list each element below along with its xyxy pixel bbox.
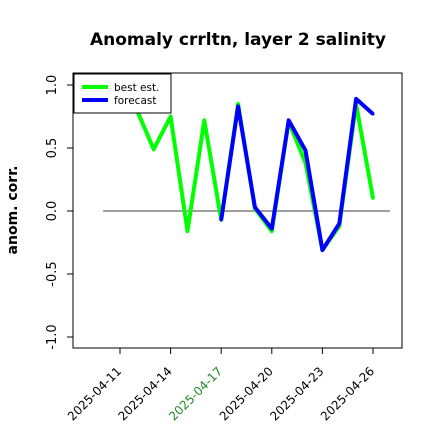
- legend: best est.forecast: [73, 73, 172, 114]
- x-tick-label: 2025-04-26: [318, 364, 377, 423]
- data-point: [236, 104, 240, 108]
- data-point: [253, 205, 257, 209]
- data-point: [202, 118, 206, 122]
- data-point: [185, 229, 189, 233]
- y-tick-label: -0.5: [45, 261, 60, 286]
- data-point: [287, 118, 291, 122]
- y-axis-label: anom. corr.: [5, 166, 21, 255]
- chart-title: Anomaly crrltn, layer 2 salinity: [90, 30, 386, 50]
- y-tick-label: -1.0: [45, 324, 60, 349]
- data-point: [371, 196, 375, 200]
- data-point: [354, 97, 358, 101]
- data-point: [152, 147, 156, 151]
- y-tick-label: 0.5: [45, 138, 60, 159]
- legend-label: best est.: [114, 82, 159, 94]
- y-tick-label: 0.0: [45, 201, 60, 222]
- legend-label: forecast: [114, 95, 156, 107]
- data-point: [371, 112, 375, 116]
- data-point: [337, 222, 341, 226]
- legend-box: [73, 73, 172, 114]
- data-point: [320, 248, 324, 252]
- x-axis: 2025-04-112025-04-142025-04-172025-04-20…: [65, 348, 377, 423]
- y-tick-label: 1.0: [45, 75, 60, 96]
- data-point: [219, 218, 223, 222]
- data-point: [169, 115, 173, 118]
- y-axis: -1.0 -0.5 0.0 0.5 1.0: [45, 75, 73, 350]
- data-point: [270, 227, 274, 231]
- series-line-forecast: [219, 96, 375, 253]
- data-point: [304, 149, 308, 153]
- plot-content: [103, 96, 390, 253]
